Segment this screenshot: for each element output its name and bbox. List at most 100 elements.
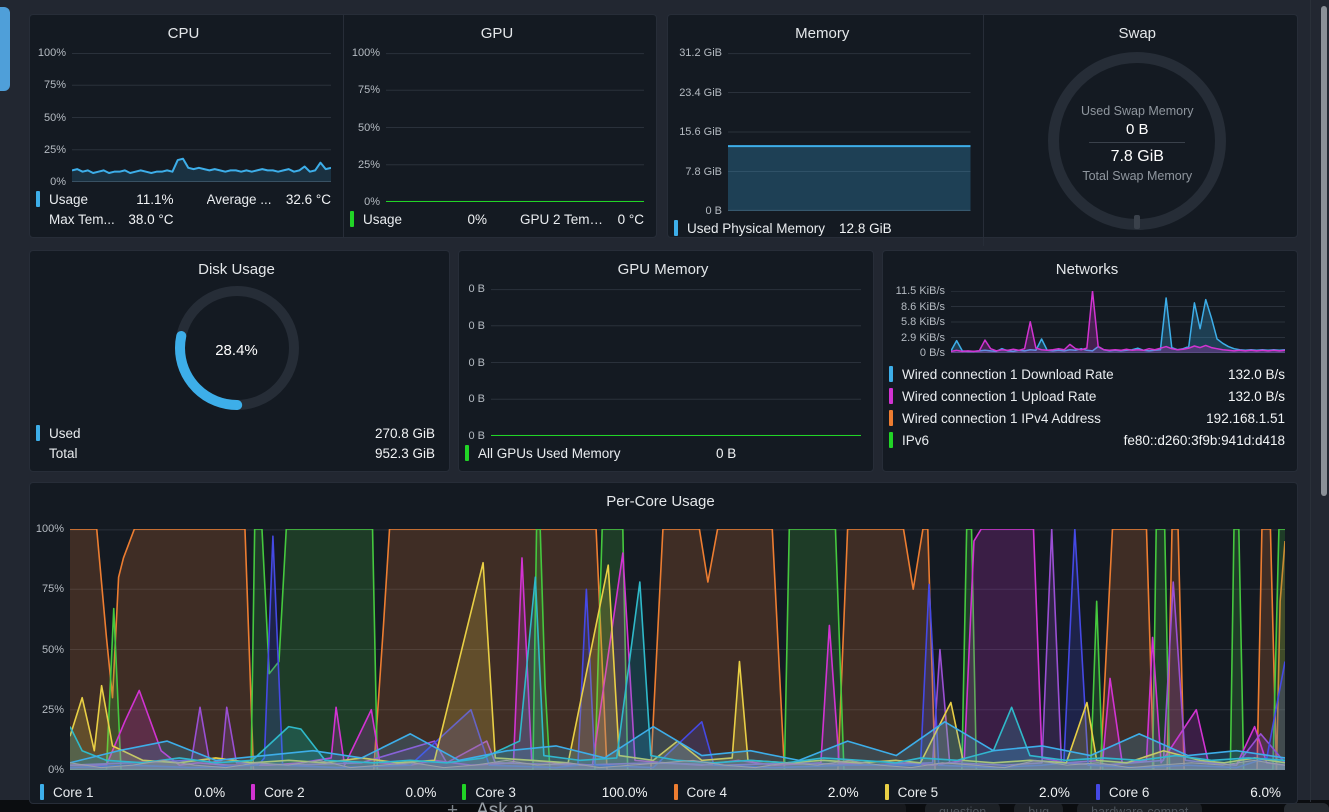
legend-value: 192.168.1.51 <box>1206 410 1285 426</box>
swap-gauge-center: Used Swap Memory 0 B 7.8 GiB Total Swap … <box>990 104 1286 183</box>
legend-label: IPv6 <box>902 432 930 448</box>
legend-item: Wired connection 1 IPv4 Address 192.168.1… <box>889 407 1285 429</box>
legend-value: 2.0% <box>1039 784 1070 800</box>
axis-tick-label: 5.8 KiB/s <box>900 316 945 328</box>
legend-value: 12.8 GiB <box>839 220 892 236</box>
axis-tick-label: 25% <box>43 143 66 156</box>
axis-tick-label: 50% <box>41 643 64 656</box>
legend-item: GPU 2 Temp... 0 °C <box>507 209 644 229</box>
gpu-memory-title: GPU Memory <box>617 261 709 278</box>
axis-tick-label: 0 B <box>468 430 485 442</box>
legend-item: Average ... 32.6 °C <box>194 189 332 209</box>
legend-item: Core 5 2.0% <box>884 782 1070 802</box>
axis-tick-label: 100% <box>351 47 380 59</box>
memory-legend: Used Physical Memory 12.8 GiB <box>674 218 971 238</box>
axis-tick-label: 0% <box>364 196 380 208</box>
axis-tick-label: 2.9 KiB/s <box>900 331 945 344</box>
axis-tick-label: 7.8 GiB <box>685 165 722 178</box>
axis-tick-label: 50% <box>357 121 380 134</box>
legend-color-chip <box>884 784 889 800</box>
memory-chart <box>728 53 971 211</box>
legend-label: Used Physical Memory <box>687 220 826 236</box>
gpu-legend: Usage 0% GPU 2 Temp... 0 °C <box>350 209 644 229</box>
background-input-box[interactable] <box>489 802 906 812</box>
tag-pill[interactable]: bug <box>1014 801 1064 812</box>
legend-value: 38.0 °C <box>128 211 174 227</box>
legend-color-chip <box>36 191 40 207</box>
swap-section: Swap Used Swap Memory 0 B 7.8 GiB Total … <box>982 15 1298 246</box>
legend-color-chip <box>251 784 256 800</box>
legend-value: 100.0% <box>601 784 648 800</box>
axis-tick-label: 0 B <box>468 393 485 406</box>
axis-tick-label: 100% <box>37 47 66 59</box>
tag-pill[interactable]: hardware-compat <box>1077 801 1203 812</box>
legend-value: 132.0 B/s <box>1227 366 1285 382</box>
legend-label: Core 4 <box>686 784 728 800</box>
gpu-y-axis-ticks: 100% 75% 50% 25% 0% <box>350 47 380 208</box>
legend-color-chip <box>674 220 678 236</box>
per-core-chart <box>70 529 1285 770</box>
legend-item: Wired connection 1 Download Rate 132.0 B/… <box>889 363 1285 385</box>
legend-value: 0 B <box>716 445 737 461</box>
ask-question-label: Ask an <box>476 800 535 812</box>
background-corner-box <box>1284 803 1329 812</box>
legend-item: Core 6 6.0% <box>1095 782 1281 802</box>
legend-value: 270.8 GiB <box>374 425 435 441</box>
axis-tick-label: 100% <box>35 523 64 535</box>
axis-tick-label: 15.6 GiB <box>679 126 722 138</box>
disk-title: Disk Usage <box>198 261 275 278</box>
swap-total-label: Total Swap Memory <box>1082 169 1193 183</box>
swap-divider <box>1089 142 1186 143</box>
legend-color-chip <box>889 410 893 426</box>
per-core-y-axis-ticks: 100% 75% 50% 25% 0% <box>36 523 64 776</box>
axis-tick-label: 11.5 KiB/s <box>895 285 945 297</box>
cpu-y-axis-ticks: 100% 75% 50% 25% 0% <box>36 47 66 188</box>
legend-color-chip <box>889 366 893 382</box>
legend-color-chip <box>889 432 893 448</box>
cpu-chart <box>72 53 331 182</box>
plus-icon: + <box>447 800 459 812</box>
networks-y-axis-ticks: 11.5 KiB/s 8.6 KiB/s 5.8 KiB/s 2.9 KiB/s 0 B… <box>889 285 945 359</box>
networks-title: Networks <box>1055 261 1119 278</box>
legend-item: Wired connection 1 Upload Rate 132.0 B/s <box>889 385 1285 407</box>
axis-tick-label: 0 B <box>468 283 485 295</box>
legend-label: Wired connection 1 IPv4 Address <box>902 410 1101 426</box>
legend-item: IPv6 fe80::d260:3f9b:941d:d418 <box>889 429 1285 451</box>
legend-color-chip <box>350 211 354 227</box>
legend-label: Core 1 <box>53 784 94 800</box>
axis-tick-label: 0 B <box>468 356 485 369</box>
networks-legend: Wired connection 1 Download Rate 132.0 B/… <box>889 363 1285 451</box>
legend-item: Core 1 0.0% <box>40 782 225 802</box>
disk-gauge-ring <box>172 283 302 418</box>
legend-item: Used 270.8 GiB <box>36 423 435 443</box>
ask-question-button[interactable]: + Ask an <box>447 800 534 812</box>
memory-section: Memory 31.2 GiB 23.4 GiB 15.6 GiB 7.8 GiB 0 … <box>668 15 983 246</box>
axis-tick-label: 0 B <box>705 205 722 217</box>
axis-tick-label: 0 B/s <box>919 347 945 359</box>
axis-tick-label: 8.6 KiB/s <box>900 300 945 313</box>
scrollbar-thumb[interactable] <box>1321 6 1327 496</box>
legend-label: Core 3 <box>475 784 516 800</box>
memory-title: Memory <box>795 25 850 42</box>
per-core-usage-panel: Per-Core Usage 100% 75% 50% 25% 0% Core 1 0.0… <box>29 482 1298 804</box>
gpu-memory-legend: All GPUs Used Memory 0 B <box>465 443 861 463</box>
legend-label: Total <box>49 445 78 461</box>
axis-tick-label: 0% <box>50 176 66 188</box>
axis-tick-label: 75% <box>41 583 64 596</box>
background-tag-list: question bug hardware-compat <box>925 801 1203 812</box>
legend-value: 0% <box>467 211 487 227</box>
legend-value: 0 °C <box>617 211 644 227</box>
legend-value: 2.0% <box>827 784 859 800</box>
sidebar-peek-handle[interactable] <box>0 7 10 91</box>
legend-color-chip <box>36 425 40 441</box>
legend-label: Core 6 <box>1108 784 1150 800</box>
legend-item: Usage 0% <box>350 209 487 229</box>
legend-chip-spacer <box>36 211 40 227</box>
legend-value: fe80::d260:3f9b:941d:d418 <box>1123 432 1285 448</box>
legend-value: 952.3 GiB <box>374 445 435 461</box>
legend-chip-spacer <box>36 445 40 461</box>
axis-tick-label: 0 B <box>468 319 485 332</box>
legend-label: Average ... <box>206 191 272 207</box>
tag-pill[interactable]: question <box>925 801 1001 812</box>
cpu-legend: Usage 11.1% Average ... 32.6 °C Max Tem... 38… <box>36 189 331 229</box>
